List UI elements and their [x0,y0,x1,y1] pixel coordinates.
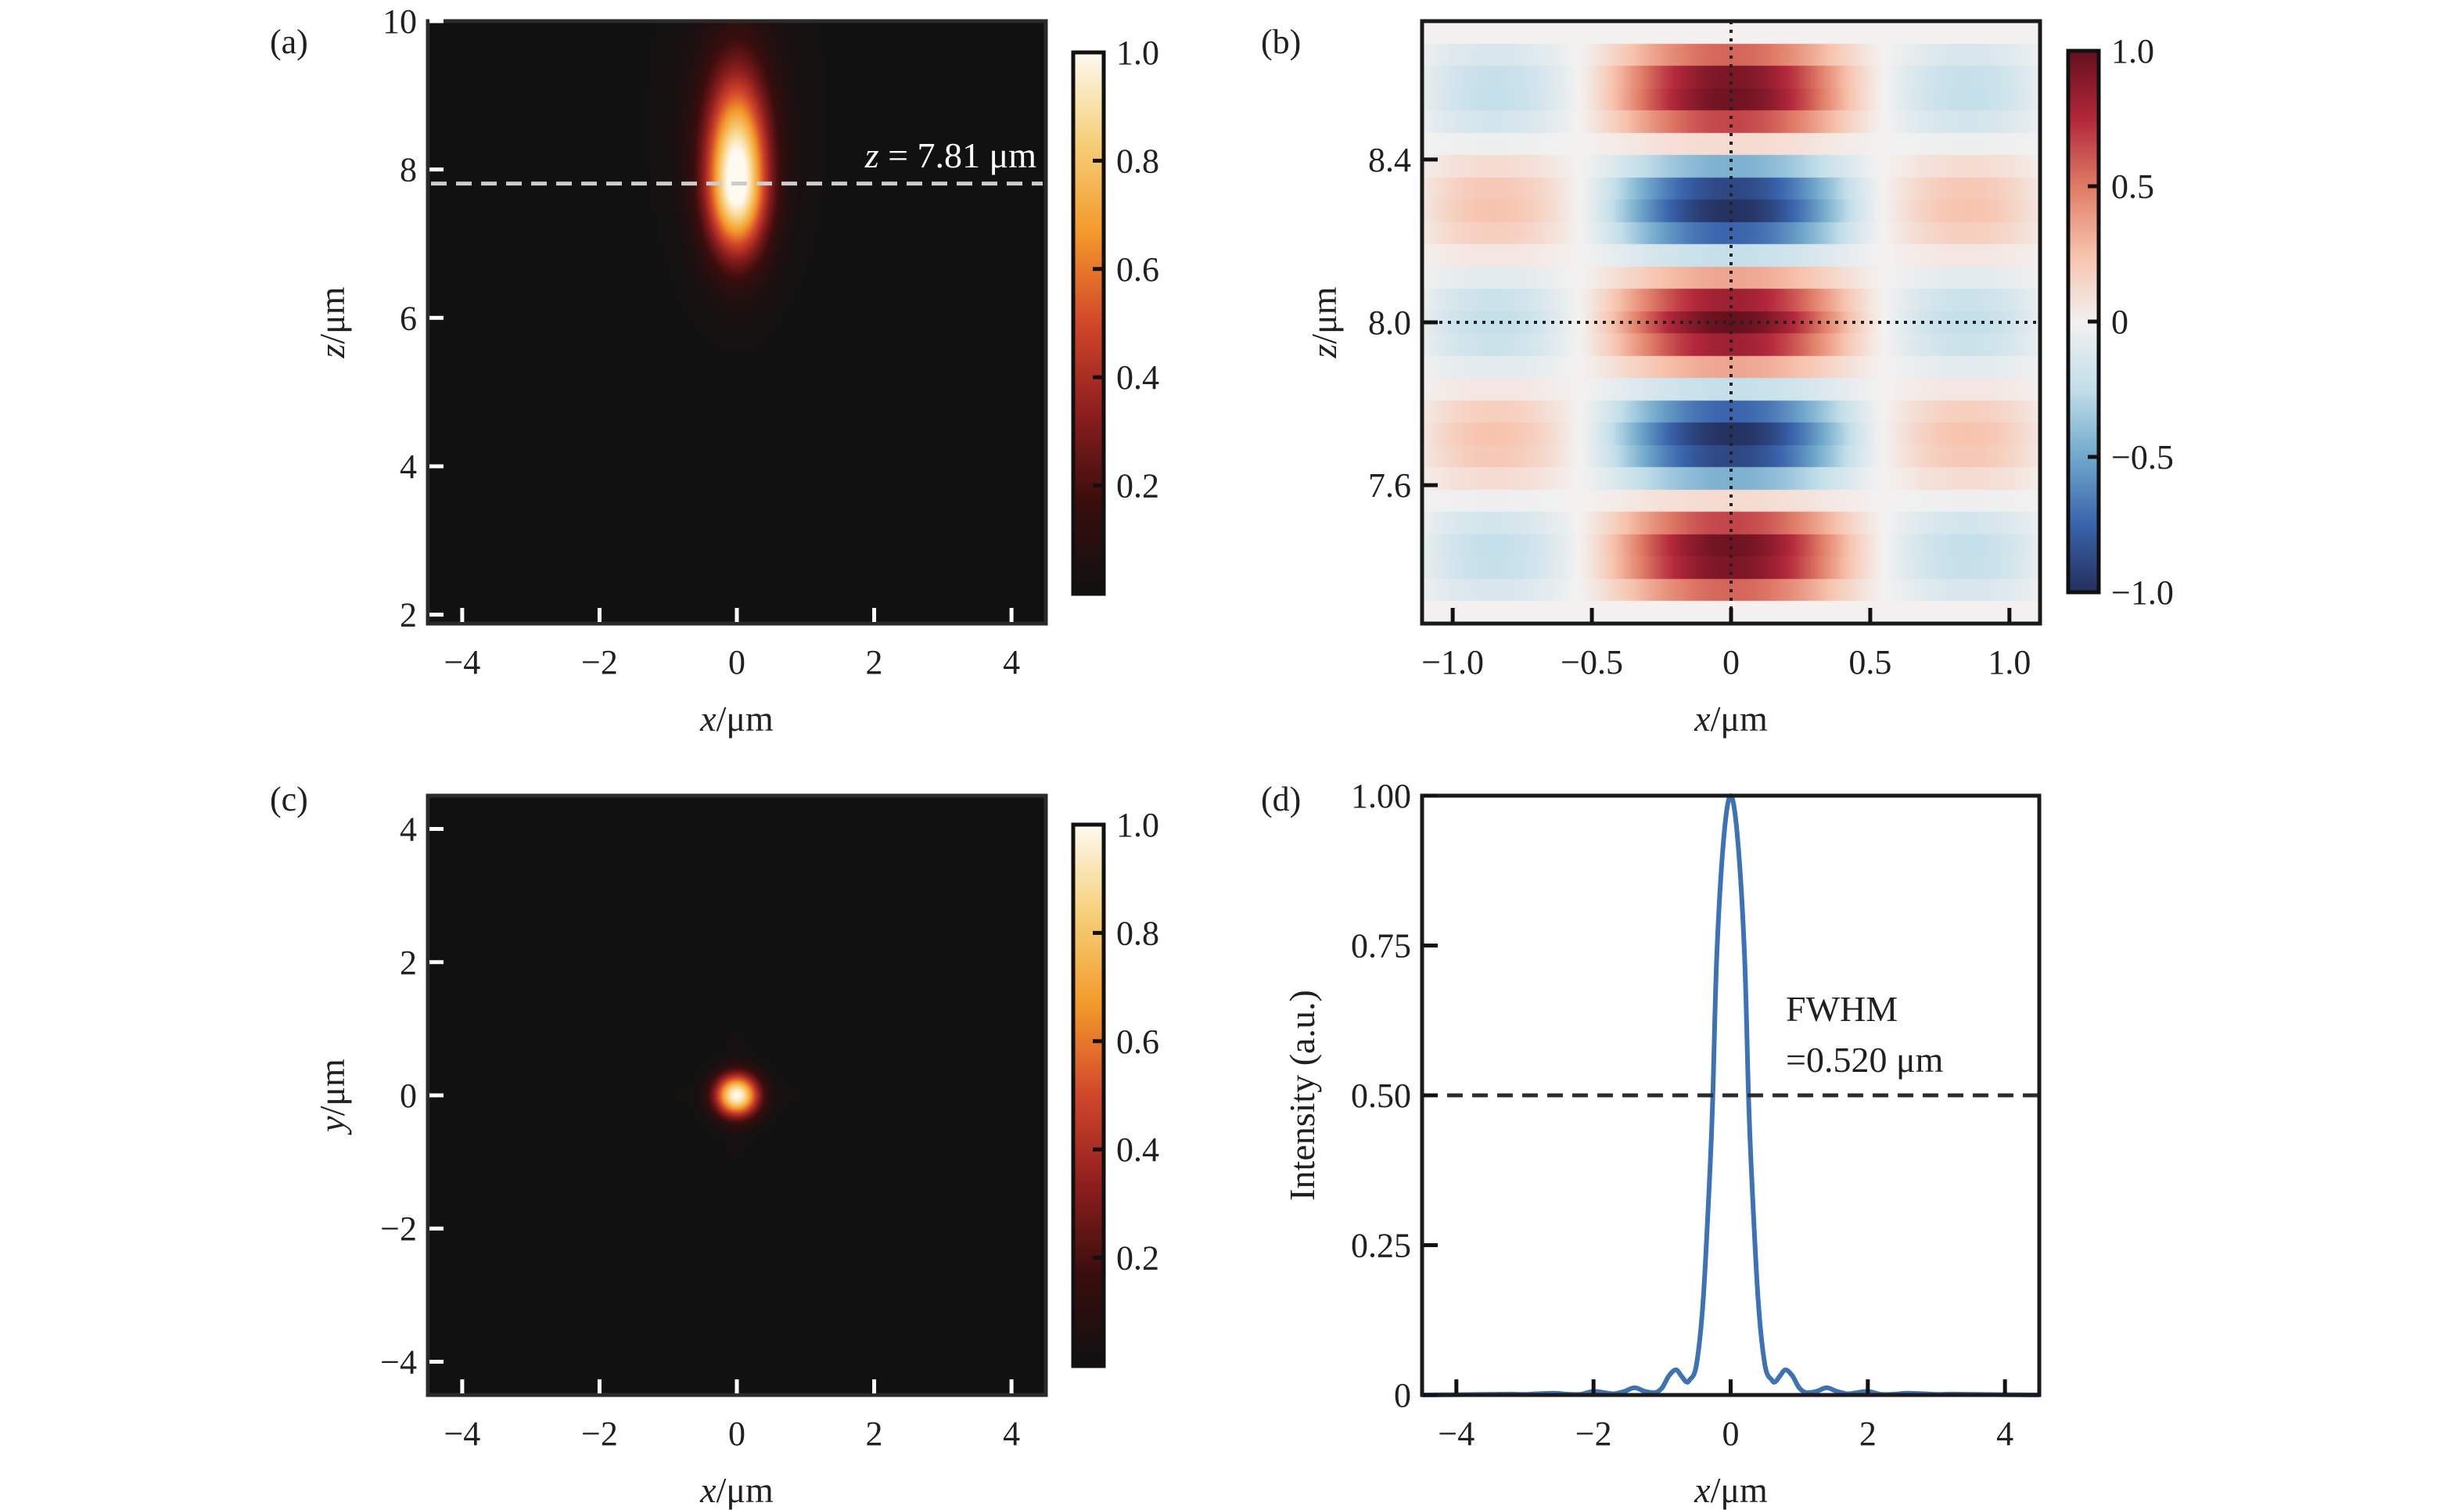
y-tick-label-a: 10 [383,2,417,41]
xlabel-b: x/μm [1694,699,1768,739]
x-tick-label-b: −0.5 [1561,643,1623,681]
y-tick-label-c: 0 [400,1077,417,1115]
y-tick-label-c: −2 [380,1210,417,1248]
x-tick-label-a: −2 [581,643,618,681]
colorbar-a-gradient [1073,52,1104,594]
colorbar-tick-label-b: 0.5 [2111,167,2154,206]
x-tick-label-a: 0 [728,643,745,681]
x-tick-label-d: −2 [1575,1415,1612,1453]
ylabel-c-var: y [312,1116,352,1135]
x-tick-label-b: −1.0 [1421,643,1484,681]
x-tick-label-d: 4 [1996,1415,2013,1453]
y-tick-label-b: 8.0 [1368,304,1411,342]
heatmap-c-image [428,796,1046,1395]
ylabel-b-var: z [1304,344,1344,359]
heatmap-a-image [428,21,1046,624]
ylabel-c: y/μm [312,1059,352,1135]
x-tick-label-b: 0.5 [1848,643,1891,681]
annotation-d-fwhm-value: =0.520 μm [1786,1040,1944,1080]
colorbar-tick-label-b: 0 [2111,303,2128,341]
xlabel-a-var: x [699,699,717,739]
y-tick-label-d: 0 [1394,1376,1411,1415]
x-tick-label-c: 0 [728,1415,745,1453]
colorbar-c-gradient [1073,825,1104,1366]
annotation-d-fwhm-title: FWHM [1786,989,1898,1029]
xlabel-c: x/μm [699,1470,774,1510]
y-tick-label-a: 6 [400,299,417,337]
axes-c: −4 −2 0 2 4 −4 −2 0 2 4 0.2 0.4 0.6 0.8 1.0 [380,793,1159,1453]
xlabel-d-unit: /μm [1711,1470,1768,1510]
y-tick-label-d: 0.50 [1351,1077,1411,1115]
colorbar-tick-label-c: 0.8 [1116,914,1159,952]
colorbar-tick-label-b: −1.0 [2111,573,2174,612]
ylabel-b: z/μm [1304,286,1344,358]
y-tick-label-a: 2 [400,596,417,635]
plot-frame-a [426,19,1048,626]
colorbar-tick-label-a: 0.8 [1116,142,1159,180]
x-tick-label-d: 2 [1859,1415,1877,1453]
y-tick-label-c: 2 [400,944,417,982]
plot-frame-c [426,793,1048,1397]
x-tick-label-b: 0 [1722,643,1740,681]
xlabel-b-var: x [1694,699,1711,739]
ylabel-a: z/μm [312,286,352,358]
ylabel-a-unit: /μm [312,286,352,343]
y-tick-label-d: 1.00 [1351,777,1411,815]
x-tick-label-a: 4 [1003,643,1020,681]
axes-a: −4 −2 0 2 4 2 4 6 8 10 0.2 0.4 0.6 0.8 1.0 [383,2,1159,681]
colorbar-tick-label-c: 0.6 [1116,1023,1159,1061]
colorbar-tick-label-a: 1.0 [1116,34,1159,72]
xlabel-a-unit: /μm [717,699,774,739]
axes-d: −4 −2 0 2 4 0 0.25 0.50 0.75 1.00 [1351,777,2042,1453]
y-tick-label-a: 8 [400,151,417,189]
ylabel-d: Intensity (a.u.) [1282,990,1322,1201]
colorbar-tick-label-a: 0.4 [1116,358,1159,397]
colorbar-tick-label-a: 0.2 [1116,467,1159,505]
xlabel-b-unit: /μm [1711,699,1768,739]
colorbar-tick-label-a: 0.6 [1116,250,1159,289]
plot-frame-b [1420,19,2042,626]
panel-label-d: (d) [1261,780,1301,818]
xlabel-d: x/μm [1694,1470,1768,1510]
colorbar-tick-label-c: 0.4 [1116,1131,1159,1169]
colorbar-tick-label-b: −0.5 [2111,438,2174,476]
panel-label-c: (c) [270,780,308,818]
x-tick-label-c: −2 [581,1415,618,1453]
annotation-a-rest: = 7.81 μm [879,135,1037,175]
x-tick-label-a: 2 [866,643,883,681]
x-tick-label-c: 4 [1003,1415,1020,1453]
x-tick-label-b: 1.0 [1988,643,2031,681]
colorbar-tick-label-c: 0.2 [1116,1239,1159,1278]
x-tick-label-d: 0 [1722,1415,1740,1453]
xlabel-c-var: x [699,1470,717,1510]
y-tick-label-a: 4 [400,448,417,486]
panel-label-b: (b) [1261,23,1301,61]
colorbar-tick-label-b: 1.0 [2111,32,2154,70]
x-tick-label-c: −4 [444,1415,480,1453]
y-tick-label-b: 8.4 [1368,141,1411,179]
xlabel-c-unit: /μm [717,1470,774,1510]
x-tick-label-c: 2 [866,1415,883,1453]
y-tick-label-d: 0.25 [1351,1227,1411,1265]
x-tick-label-a: −4 [444,643,480,681]
panel-label-a: (a) [270,23,308,61]
ylabel-c-unit: /μm [312,1059,352,1116]
colorbar-frame-c [1071,822,1106,1368]
y-tick-label-d: 0.75 [1351,927,1411,965]
y-tick-label-c: −4 [380,1343,417,1381]
annotation-a-var: z [864,135,879,175]
y-tick-label-c: 4 [400,811,417,849]
colorbar-tick-label-c: 1.0 [1116,806,1159,844]
colorbar-frame-a [1071,50,1106,596]
plot-frame-d [1420,793,2042,1397]
axes-b: −1.0 −0.5 0 0.5 1.0 7.6 8.0 8.4 −1.0 −0.5 0 0.5 1.0 [1368,19,2174,681]
xlabel-a: x/μm [699,699,774,739]
ylabel-b-unit: /μm [1304,286,1344,343]
x-tick-label-d: −4 [1438,1415,1474,1453]
y-tick-label-b: 7.6 [1368,466,1411,505]
xlabel-d-var: x [1694,1470,1711,1510]
ylabel-a-var: z [312,344,352,359]
annotation-a-z-label: z = 7.81 μm [864,135,1037,175]
